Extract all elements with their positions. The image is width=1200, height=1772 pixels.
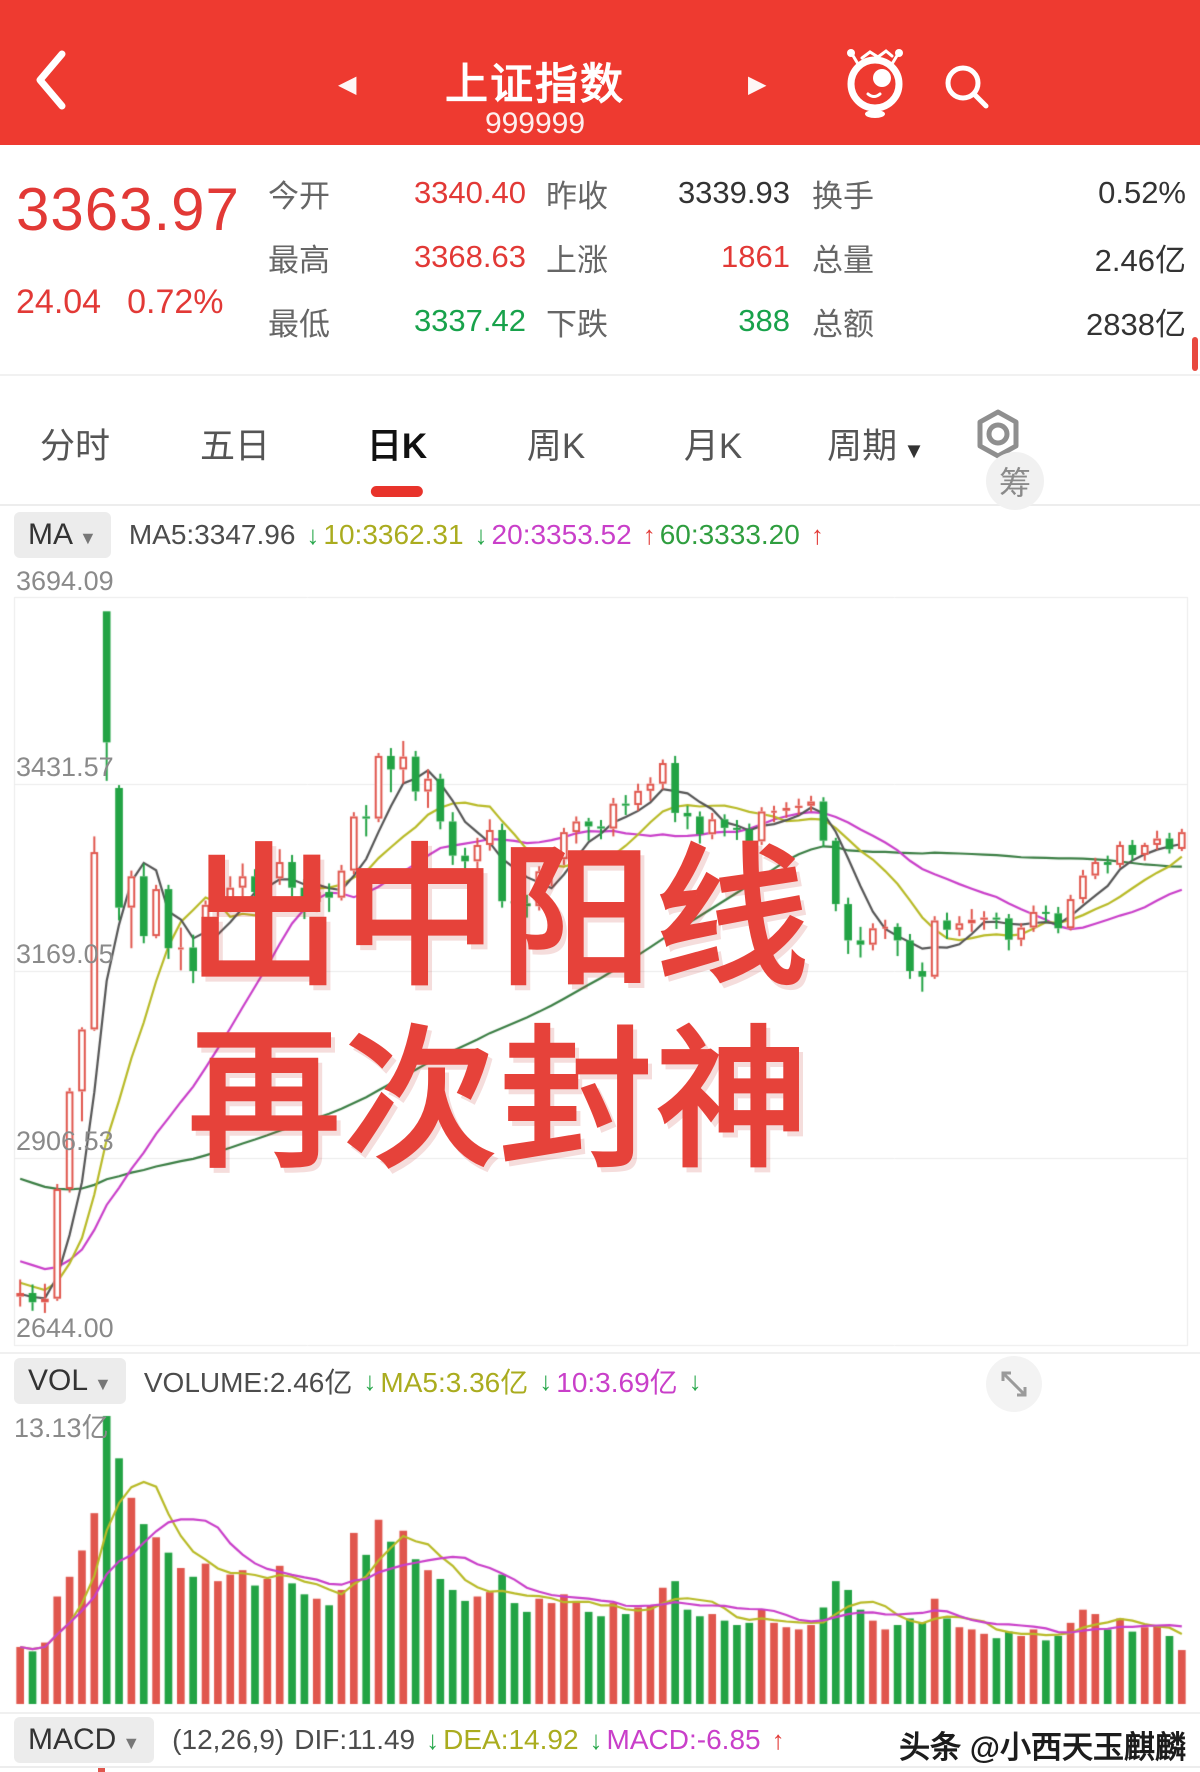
ma5-value: MA5:3347.96 [128,519,296,550]
back-icon[interactable] [28,48,74,112]
stat-value: 3340.40 [413,175,526,210]
tab-daily-k[interactable]: 日K [367,418,427,469]
author-watermark: 头条 @小西天玉麒麟 [899,1730,1186,1765]
chevron-down-icon: ▼ [94,1374,112,1394]
tab-period-dropdown[interactable]: 周期 ▼ [827,418,925,469]
watermark-text-line1: 出中阳线 [188,834,812,1004]
chevron-down-icon: ▼ [122,1733,141,1753]
down-arrow-icon: ↓ [426,1724,440,1755]
vol-ma5-value: MA5:3.36亿 [380,1367,529,1398]
macd-indicator-row: MACD ▼ (12,26,9) DIF:11.49 ↓ DEA:14.92 ↓ MA… [0,1712,1200,1766]
volume-value: VOLUME:2.46亿 [143,1367,353,1398]
tab-minute[interactable]: 分时 [39,427,111,466]
stat-label: 最高 [268,242,330,278]
change-percent: 0.72% [127,283,224,321]
stat-label: 今开 [268,178,330,214]
down-arrow-icon: ↓ [688,1365,702,1396]
vol-selector[interactable]: VOL ▼ [14,1358,126,1404]
macd-bar-sliver [98,1768,105,1772]
dea-value: DEA:14.92 [443,1724,579,1755]
chip-distribution-button[interactable]: 筹 [986,452,1044,510]
volume-indicator-row: VOL ▼ VOLUME:2.46亿 ↓ MA5:3.36亿 ↓ 10:3.69亿 ↓ [0,1352,1200,1408]
quote-scroll-indicator [1192,337,1198,371]
vol-ma10-value: 10:3.69亿 [556,1367,678,1398]
watermark-text-line2: 再次封神 [188,1016,812,1186]
price-change: 24.04 0.72% [16,283,250,322]
stat-value: 1861 [721,239,790,274]
stock-title: 上证指数 [445,61,625,109]
stat-label: 总量 [812,242,874,278]
stat-value: 0.52% [1098,175,1186,210]
y-axis-label: 2906.53 [16,1126,114,1156]
next-stock-icon[interactable]: ▶ [748,71,767,98]
macd-params: (12,26,9) [172,1724,285,1755]
up-arrow-icon: ↑ [771,1724,785,1755]
expand-chart-button[interactable] [986,1356,1042,1412]
volume-max-label: 13.13亿 [14,1413,109,1443]
stat-column-1: 今开 3340.40 最高 3368.63 最低 3337.42 [268,167,526,359]
app-header: ◀ 上证指数 999999 ▶ [0,0,1200,145]
stat-value: 3368.63 [413,239,526,274]
dif-value: DIF:11.49 [294,1724,416,1755]
stat-column-2: 昨收 3339.93 上涨 1861 下跌 388 [546,167,790,359]
tab-monthly-k[interactable]: 月K [683,427,743,466]
y-axis-label: 3169.05 [16,939,114,969]
macd-selector-label: MACD [28,1723,117,1756]
stat-value: 3337.42 [413,303,526,338]
stat-label: 总额 [812,306,874,342]
down-arrow-icon: ↓ [474,519,488,550]
macd-chart-top-edge [0,1766,1200,1772]
quote-panel: 3363.97 24.04 0.72% 今开 3340.40 最高 3368.63 最… [0,145,1200,376]
stock-code: 999999 [484,107,586,140]
up-arrow-icon: ↑ [642,519,656,550]
stat-value: 2.46亿 [1094,242,1186,278]
y-axis-label: 3431.57 [16,752,114,782]
ma-indicator-row: MA ▼ MA5:3347.96 ↓ 10:3362.31 ↓ 20:3353.52 ↑… [0,508,1200,562]
y-axis-label: 2644.00 [16,1313,114,1343]
search-icon[interactable] [938,58,996,116]
prev-stock-icon[interactable]: ◀ [338,71,357,98]
down-arrow-icon: ↓ [363,1365,377,1396]
down-arrow-icon: ↓ [539,1365,553,1396]
chevron-down-icon: ▼ [79,528,97,548]
tab-weekly-k[interactable]: 周K [526,427,586,466]
stat-column-3: 换手 0.52% 总量 2.46亿 总额 2838亿 [812,167,1186,359]
chevron-down-icon: ▼ [903,438,925,463]
change-value: 24.04 [16,283,102,321]
stat-value: 3339.93 [677,175,790,210]
ma10-value: 10:3362.31 [323,519,464,550]
volume-chart[interactable] [0,1408,1200,1710]
stat-label: 换手 [812,178,874,214]
expand-icon [1001,1371,1027,1397]
stat-label: 下跌 [546,306,608,342]
y-axis-label: 3694.09 [16,566,114,596]
ma-selector[interactable]: MA ▼ [14,512,111,558]
up-arrow-icon: ↑ [810,519,824,550]
ma-selector-label: MA [28,518,73,551]
stat-label: 上涨 [546,242,608,278]
current-price: 3363.97 [16,176,240,243]
kline-chart[interactable] [0,560,1200,1352]
tab-5day[interactable]: 五日 [199,427,271,466]
vol-selector-label: VOL [28,1364,89,1397]
stat-label: 最低 [268,306,330,342]
ma20-value: 20:3353.52 [491,519,632,550]
down-arrow-icon: ↓ [306,519,320,550]
ma60-value: 60:3333.20 [659,519,800,550]
stat-label: 昨收 [546,178,608,214]
tab-period-label: 周期 [827,427,898,466]
macd-value: MACD:-6.85 [606,1724,761,1755]
down-arrow-icon: ↓ [589,1724,603,1755]
stat-value: 2838亿 [1086,306,1186,342]
stat-value: 388 [738,303,790,338]
macd-selector[interactable]: MACD ▼ [14,1717,155,1763]
mascot-icon[interactable] [840,42,910,122]
